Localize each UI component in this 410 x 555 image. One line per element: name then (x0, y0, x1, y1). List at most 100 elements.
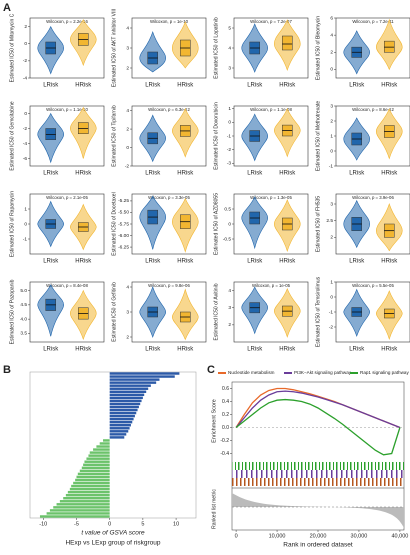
y-axis-label: Estimated IC50 of AZD8055 (213, 193, 219, 255)
y-tick-label: 3 (126, 45, 129, 51)
y-tick-label: -2 (23, 126, 28, 132)
x-tick-label: LRisk (43, 83, 59, 89)
y-tick-label: 3 (228, 305, 231, 311)
x-tick-label: LRisk (43, 171, 59, 177)
stat-label: Wilcoxon, p = 7.2e-07 (250, 19, 292, 24)
stat-label: Wilcoxon, p = 6.3e-12 (148, 107, 190, 112)
plot-frame (29, 105, 105, 167)
y-tick-label: 2 (228, 322, 231, 328)
bar (53, 506, 110, 509)
x-tick-label: LRisk (349, 347, 365, 353)
y-axis-label: Estimated IC50 of Lapatinib (213, 17, 219, 79)
x-tick-label: LRisk (145, 259, 161, 265)
y-tick-label: 3 (330, 201, 333, 207)
y-tick-label: 0.4 (222, 399, 229, 405)
stat-label: Wilcoxon, p = 2.1e-05 (46, 195, 88, 200)
y-tick-label: 2 (126, 334, 129, 340)
y-tick-label: 0.2 (222, 412, 229, 418)
bar (99, 442, 110, 445)
y-tick-label: 2 (330, 118, 333, 124)
y-tick-label: -5.25 (118, 198, 129, 204)
y-axis-label: Estimated IC50 of Gefitinib (111, 282, 117, 342)
stat-label: Wilcoxon, p = 1e-10 (150, 19, 189, 24)
bar (109, 384, 151, 387)
plot-frame (233, 281, 309, 343)
y-tick-label: 3 (330, 103, 333, 109)
x-tick-label: LRisk (145, 347, 161, 353)
x-tick-label: LRisk (349, 171, 365, 177)
x-tick-label: HRisk (177, 259, 194, 265)
panel-label: C (207, 364, 215, 376)
bar (109, 408, 138, 412)
bar (84, 460, 110, 463)
y-tick-label: 4 (126, 108, 129, 114)
bar (79, 469, 110, 473)
y-axis-label: Estimated IC50 of Docetaxel (111, 192, 117, 255)
bar (75, 478, 110, 482)
stat-label: Wilcoxon, p = 9.8e-06 (148, 283, 190, 288)
y-tick-label: 0 (126, 145, 129, 151)
bar (67, 490, 110, 494)
stat-label: Wilcoxon, p = 7.2e-11 (352, 19, 394, 24)
box (384, 40, 395, 53)
y-tick-label: 2.5 (326, 218, 333, 224)
y-axis-label: Estimated IC50 of Axitinib (213, 283, 219, 340)
bar (109, 417, 134, 421)
y-tick-label: 0 (24, 41, 27, 47)
bar (109, 402, 141, 406)
y-axis-label: Ranked list metric (211, 489, 217, 529)
y-tick-label: 4.5 (20, 302, 27, 308)
y-axis-label: Estimated IC50 of Mitomycin C (9, 13, 15, 82)
y-axis-label: Estimated IC50 of Temsirolimus (315, 276, 321, 347)
y-axis-label: Estimated IC50 of Bleomycin (315, 16, 321, 80)
y-tick-label: -2 (23, 58, 28, 64)
x-axis-label: t value of GSVA score (81, 530, 145, 537)
y-tick-label: 1 (330, 279, 333, 285)
bar (65, 493, 110, 497)
stat-label: Wilcoxon, p = 3.9e-06 (352, 195, 394, 200)
stat-label: Wilcoxon, p = 8.4e-08 (46, 283, 88, 288)
y-tick-label: 4 (330, 32, 333, 38)
x-tick-label: -5 (74, 521, 79, 527)
y-tick-label: 3 (126, 309, 129, 315)
x-tick-label: HRisk (177, 171, 194, 177)
y-tick-label: -3 (227, 161, 232, 167)
x-tick-label: LRisk (349, 83, 365, 89)
x-tick-label: HRisk (381, 259, 398, 265)
x-tick-label: 20,000 (310, 533, 327, 539)
stat-label: Wilcoxon, p = 5.5e-05 (352, 283, 394, 288)
y-tick-label: 4.0 (20, 316, 27, 322)
bar (109, 396, 143, 400)
x-tick-label: HRisk (75, 259, 92, 265)
y-tick-label: 0 (228, 120, 231, 126)
y-axis-label: Enrichment Score (211, 399, 217, 443)
y-tick-label: 0 (228, 221, 231, 227)
y-tick-label: -2 (125, 163, 130, 169)
y-tick-label: -6.25 (118, 244, 129, 250)
y-tick-label: -1 (329, 309, 334, 315)
bar (109, 427, 130, 430)
y-tick-label: -6.00 (118, 233, 129, 239)
y-tick-label: 0 (330, 67, 333, 73)
plot-frame (29, 17, 105, 79)
y-tick-label: -0.5 (223, 236, 232, 242)
x-tick-label: HRisk (279, 83, 296, 89)
legend-label: Nucleotide metabolism (228, 370, 275, 375)
bar (88, 454, 110, 457)
bar (69, 487, 110, 491)
bar (109, 390, 147, 393)
bar (109, 381, 157, 384)
bar (46, 512, 110, 515)
x-tick-label: LRisk (145, 171, 161, 177)
x-tick-label: LRisk (145, 83, 161, 89)
stat-label: Wilcoxon, p = 2.2e-16 (46, 19, 88, 24)
y-tick-label: 0 (24, 111, 27, 117)
y-tick-label: 4 (228, 288, 231, 294)
bar (59, 500, 110, 503)
panel-label: A (3, 2, 11, 14)
x-tick-label: LRisk (247, 171, 263, 177)
y-tick-label: 5.0 (20, 288, 27, 294)
bar (56, 503, 110, 506)
y-tick-label: 0.6 (222, 386, 229, 392)
stat-label: Wilcoxon, p = 3.3e-05 (148, 195, 190, 200)
